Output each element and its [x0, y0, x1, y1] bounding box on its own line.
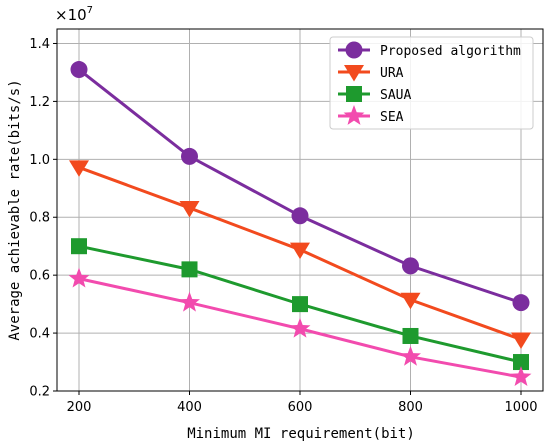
- legend-marker-proposed-algorithm: [345, 41, 363, 59]
- data-point-sea: [510, 366, 532, 386]
- legend-marker-ura: [344, 65, 364, 82]
- x-axis-label: Minimum MI requirement(bit): [187, 426, 415, 442]
- y-tick-label: 0.8: [29, 211, 50, 226]
- data-point-proposed-algorithm: [181, 147, 198, 165]
- data-point-saua: [292, 296, 308, 313]
- y-tick-label: 1.0: [29, 153, 50, 168]
- data-point-proposed-algorithm: [70, 61, 88, 79]
- y-tick-label: 0.2: [29, 385, 50, 400]
- x-ticks: 200 400 600 800 1000: [67, 391, 538, 415]
- data-point-proposed-algorithm: [512, 294, 530, 312]
- data-point-ura: [400, 292, 421, 310]
- x-tick-label: 800: [398, 400, 423, 415]
- legend: Proposed algorithm URA SAUA SEA: [329, 36, 534, 130]
- y-tick-label: 1.4: [29, 37, 50, 52]
- legend-label-ura: URA: [380, 66, 404, 81]
- data-point-ura: [179, 200, 200, 218]
- data-point-proposed-algorithm: [402, 257, 419, 275]
- data-point-saua: [402, 327, 419, 344]
- data-point-sea: [289, 317, 311, 338]
- x-tick-label: 200: [67, 400, 92, 415]
- x-tick-label: 1000: [504, 400, 537, 415]
- data-point-ura: [69, 160, 89, 177]
- legend-label-saua: SAUA: [380, 88, 411, 103]
- y-tick-label: 1.2: [29, 95, 50, 110]
- y-multiplier: ×107: [55, 5, 93, 24]
- legend-box: [329, 36, 534, 130]
- y-tick-label: 0.4: [29, 327, 50, 342]
- y-multiplier-base: ×10: [55, 6, 87, 24]
- data-point-ura: [290, 242, 310, 260]
- data-point-sea: [68, 267, 90, 288]
- legend-marker-sea: [343, 105, 365, 125]
- x-tick-label: 600: [288, 400, 313, 415]
- legend-label-proposed-algorithm: Proposed algorithm: [380, 44, 521, 59]
- legend-marker-saua: [346, 86, 362, 102]
- y-tick-label: 0.6: [29, 269, 50, 284]
- y-axis-label: Average achievable rate(bits/s): [7, 79, 23, 340]
- y-ticks: 0.2 0.4 0.6 0.8 1.0 1.2 1.4: [29, 37, 57, 400]
- x-tick-label: 400: [177, 400, 202, 415]
- legend-label-sea: SEA: [380, 110, 404, 125]
- data-point-proposed-algorithm: [291, 207, 309, 225]
- y-multiplier-exponent: 7: [87, 5, 93, 16]
- data-point-sea: [179, 291, 200, 312]
- data-point-saua: [71, 238, 87, 255]
- data-point-sea: [400, 345, 421, 366]
- data-point-saua: [181, 261, 198, 278]
- series-markers: [68, 61, 532, 386]
- data-point-ura: [511, 332, 531, 349]
- data-point-saua: [513, 354, 529, 371]
